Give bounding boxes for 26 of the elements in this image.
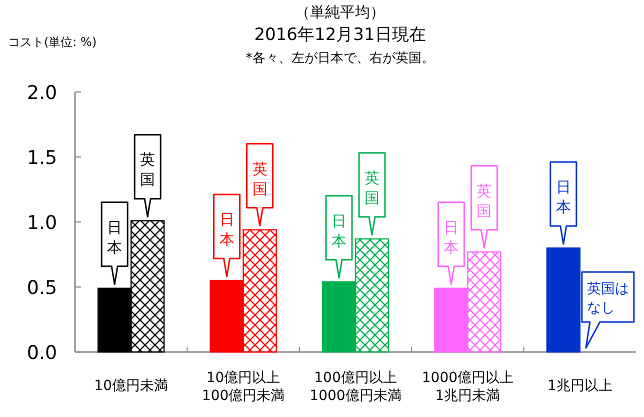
y-tick-label: 0.0 bbox=[26, 342, 58, 364]
callout: 日本 bbox=[325, 195, 353, 279]
callout: 日本 bbox=[550, 161, 578, 245]
x-tick-label: 10億円以上 100億円未満 bbox=[202, 370, 285, 404]
callout: 日本 bbox=[213, 194, 241, 278]
chart-subtitle: 2016年12月31日現在 bbox=[254, 25, 426, 45]
callout: 日本 bbox=[100, 202, 128, 286]
y-tick-label: 1.0 bbox=[26, 212, 58, 234]
x-tick-label: 1000億円以上 1兆円未満 bbox=[422, 370, 514, 404]
y-tick-label: 1.5 bbox=[26, 147, 58, 169]
callout: 英国 bbox=[134, 134, 162, 218]
callout: 英国 bbox=[246, 143, 274, 227]
y-tick-label: 2.0 bbox=[26, 82, 58, 104]
callout: 英国 bbox=[358, 152, 386, 236]
text: *各々、左が日本で、右が英国。 bbox=[246, 51, 434, 66]
callout: 日本 bbox=[437, 202, 465, 286]
y-tick-label: 0.5 bbox=[26, 277, 58, 299]
annotation: 英国はなし bbox=[586, 281, 629, 316]
bar bbox=[546, 247, 580, 353]
callout: 英国 bbox=[470, 165, 498, 249]
y-axis-title: コスト(単位: %) bbox=[8, 35, 97, 49]
x-tick-label: 100億円以上 1000億円未満 bbox=[310, 370, 402, 404]
x-tick-label: 1兆円以上 bbox=[547, 378, 612, 394]
callout: 英国はなし bbox=[581, 271, 635, 349]
x-tick-label: 10億円未満 bbox=[94, 378, 168, 394]
chart-title: （単純平均） bbox=[295, 3, 385, 21]
